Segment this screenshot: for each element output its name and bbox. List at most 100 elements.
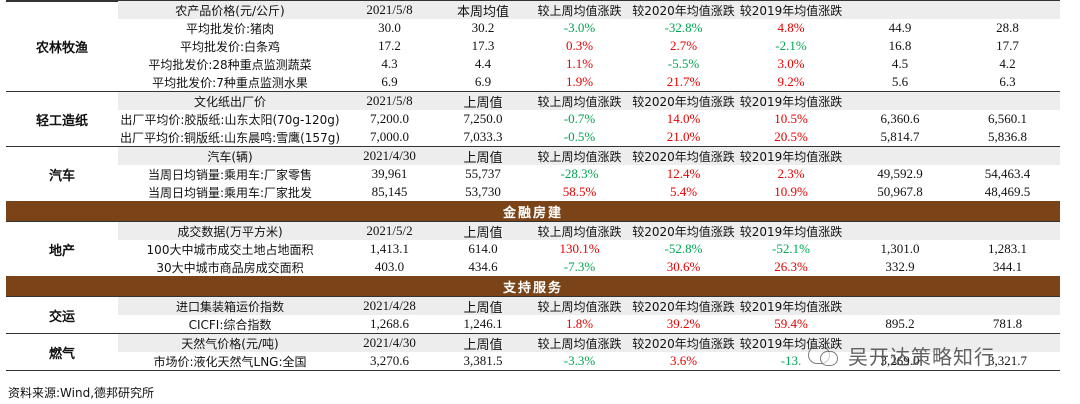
section-header: 支持服务 [6,276,1060,296]
header-cell: 较2020年均值涨跌 [630,93,737,110]
header-cell: 较2019年均值涨跌 [737,223,845,240]
cell-value: 9.2% [737,74,845,90]
cell-value: 7,000.0 [342,129,437,145]
cell-value: 332.9 [845,259,955,275]
cell-value: 434.6 [437,259,529,275]
cell-value: 39,961 [342,166,437,182]
header-cell: 汽车(辆) [118,148,342,165]
cell-value: 4.2 [955,56,1060,72]
cell-value: 55,737 [437,166,529,182]
cell-value: -52.1% [737,241,845,257]
cell-value: 59.4% [737,316,845,332]
row-indicator: CICFI:综合指数 [118,316,342,333]
table-row: 平均批发价:猪肉 30.0 30.2 -3.0% -32.8% 4.8% 44.9 28.8 [118,19,1060,37]
cell-value: 403.0 [342,259,437,275]
cell-value: 10.5% [737,111,845,127]
cell-value: 5,836.8 [955,129,1060,145]
row-indicator: 出厂平均价:胶版纸:山东太阳(70g-120g) [118,111,342,128]
section-header: 金融房建 [6,201,1060,221]
cell-value: 54,463.4 [955,166,1060,182]
cell-value: 6.9 [342,74,437,90]
group-label: 汽车 [6,147,118,201]
cell-value: -5.5% [630,56,737,72]
cell-value: 5.4% [630,184,737,200]
header-cell: 较2020年均值涨跌 [630,148,737,165]
cell-value: 4.4 [437,56,529,72]
cell-value: 17.3 [437,38,529,54]
cell-value: 1,301.0 [845,241,955,257]
table-group: 地产 成交数据(万平方米) 2021/5/2 上周值 较上周均值涨跌 较2020年均值涨跌… [6,221,1060,276]
header-cell: 较2019年均值涨跌 [737,298,845,315]
cell-value: 2.7% [630,38,737,54]
header-cell: 较上周均值涨跌 [529,223,630,240]
cell-value: 4.8% [737,20,845,36]
header-cell: 2021/5/8 [342,2,437,18]
row-indicator: 平均批发价:7种重点监测水果 [118,74,342,91]
table-row: 平均批发价:白条鸡 17.2 17.3 0.3% 2.7% -2.1% 16.8 17.7 [118,37,1060,55]
header-cell: 成交数据(万平方米) [118,223,342,240]
cell-value: 26.3% [737,259,845,275]
cell-value: 12.4% [630,166,737,182]
cell-value: -0.5% [529,129,630,145]
cell-value: -52.8% [630,241,737,257]
cell-value: 6.3 [955,74,1060,90]
cell-value: -32.8% [630,20,737,36]
header-cell: 较上周均值涨跌 [529,2,630,19]
weekly-price-table: 农林牧渔 农产品价格(元/公斤) 2021/5/8 本周均值 较上周均值涨跌 较2020年… [6,0,1060,371]
cell-value: 6.9 [437,74,529,90]
cell-value: 85,145 [342,184,437,200]
header-cell: 本周均值 [437,1,529,20]
watermark: 吴开达策略知行 [808,338,1070,372]
cell-value: 4.5 [845,56,955,72]
cell-value: 781.8 [955,316,1060,332]
cell-value: 1,413.1 [342,241,437,257]
section-title: 支持服务 [503,277,563,296]
cell-value: 2.3% [737,166,845,182]
cell-value: 16.8 [845,38,955,54]
header-cell: 较2019年均值涨跌 [737,148,845,165]
source-note: 资料来源:Wind,德邦研究所 [8,384,154,401]
header-cell: 较上周均值涨跌 [529,93,630,110]
header-cell: 2021/4/28 [342,298,437,314]
header-cell: 较2019年均值涨跌 [737,2,845,19]
cell-value: 28.8 [955,20,1060,36]
header-cell: 上周值 [437,147,529,166]
header-cell: 2021/4/30 [342,335,437,351]
row-indicator: 30大中城市商品房成交面积 [118,259,342,276]
cell-value: 44.9 [845,20,955,36]
header-cell: 天然气价格(元/吨) [118,335,342,352]
cell-value: 1.9% [529,74,630,90]
cell-value: 3,381.5 [437,353,529,369]
row-indicator: 当周日均销量:乘用车:厂家零售 [118,166,342,183]
row-indicator: 市场价:液化天然气LNG:全国 [118,353,342,370]
header-cell: 2021/4/30 [342,148,437,164]
header-cell: 上周值 [437,222,529,241]
cell-value: 48,469.5 [955,184,1060,200]
cell-value: 614.0 [437,241,529,257]
table-header-row: 汽车(辆) 2021/4/30 上周值 较上周均值涨跌 较2020年均值涨跌 较2019年… [118,147,1060,165]
cell-value: 3.0% [737,56,845,72]
cell-value: 21.7% [630,74,737,90]
cell-value: 6,360.6 [845,111,955,127]
table-row: 30大中城市商品房成交面积 403.0 434.6 -7.3% 30.6% 26.3% 33… [118,258,1060,276]
wechat-icon [808,342,838,368]
header-cell: 较2020年均值涨跌 [630,298,737,315]
cell-value: 7,250.0 [437,111,529,127]
cell-value: 7,200.0 [342,111,437,127]
cell-value: 130.1% [529,241,630,257]
table-row: 当周日均销量:乘用车:厂家批发 85,145 53,730 58.5% 5.4% 10.9… [118,183,1060,201]
cell-value: 58.5% [529,184,630,200]
cell-value: 20.5% [737,129,845,145]
cell-value: 30.6% [630,259,737,275]
table-row: 100大中城市成交土地占地面积 1,413.1 614.0 130.1% -52.8% -… [118,240,1060,258]
cell-value: 5.6 [845,74,955,90]
section-title: 金融房建 [503,202,563,221]
row-indicator: 当周日均销量:乘用车:厂家批发 [118,184,342,201]
cell-value: 10.9% [737,184,845,200]
cell-value: 50,967.8 [845,184,955,200]
row-indicator: 平均批发价:白条鸡 [118,38,342,55]
cell-value: 4.3 [342,56,437,72]
table-group: 汽车 汽车(辆) 2021/4/30 上周值 较上周均值涨跌 较2020年均值涨跌 较201… [6,146,1060,201]
row-indicator: 平均批发价:28种重点监测蔬菜 [118,56,342,73]
cell-value: 30.2 [437,20,529,36]
